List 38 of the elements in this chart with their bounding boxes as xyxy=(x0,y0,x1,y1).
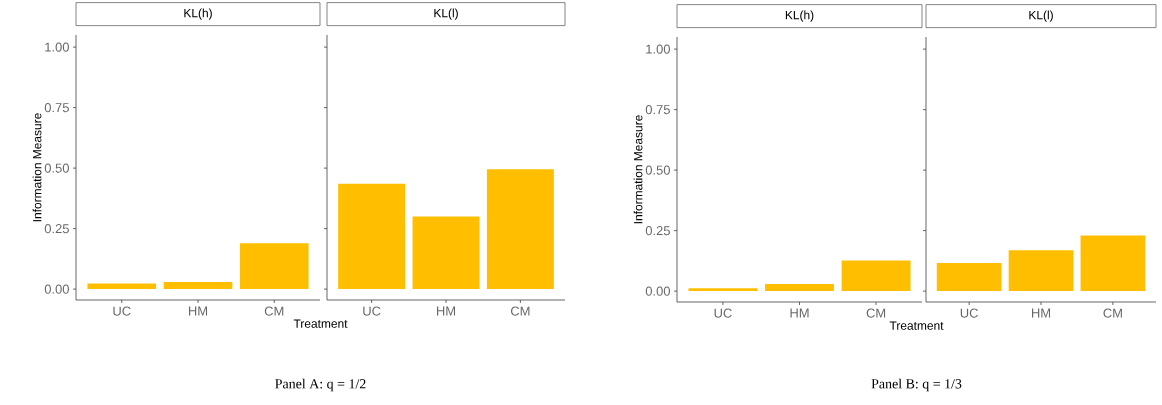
y-tick-label: 0.25 xyxy=(44,224,69,234)
x-tick-label: HM xyxy=(188,306,208,316)
y-tick-label: 0.50 xyxy=(645,165,670,175)
bar xyxy=(163,282,233,290)
x-tick-label: HM xyxy=(790,308,809,318)
x-tick-label: UC xyxy=(960,308,978,318)
x-tick-label: UC xyxy=(714,308,732,318)
bar xyxy=(87,283,157,290)
text: Panel A: q = 1/2 xyxy=(275,378,366,392)
y-tick-label: 0.75 xyxy=(44,103,69,113)
y-axis-title: Information Measure xyxy=(633,115,643,224)
x-tick-label: HM xyxy=(1032,308,1051,318)
x-tick-label: CM xyxy=(510,306,530,316)
y-axis-title: Information Measure xyxy=(32,113,42,222)
y-tick-label: 0.75 xyxy=(645,105,670,115)
x-tick-label: UC xyxy=(363,306,381,316)
bar xyxy=(688,288,758,292)
y-tick-label: 1.00 xyxy=(45,42,69,52)
x-tick-label: CM xyxy=(1103,308,1122,318)
x-axis-title: Treatment xyxy=(889,321,944,330)
y-tick-label: 1.00 xyxy=(646,44,670,54)
x-tick-label: CM xyxy=(866,308,886,318)
x-tick-label: CM xyxy=(264,306,284,316)
x-tick-label: UC xyxy=(113,306,131,316)
y-tick-label: 0.00 xyxy=(44,284,69,294)
bar xyxy=(841,260,911,292)
x-tick-label: HM xyxy=(437,306,456,316)
y-tick-label: 0.00 xyxy=(645,286,670,296)
x-axis-title: Treatment xyxy=(293,319,348,328)
bar xyxy=(765,284,834,292)
chart-title: KL(h) xyxy=(785,10,814,22)
y-tick-label: 0.50 xyxy=(44,163,69,173)
y-tick-label: 0.25 xyxy=(645,226,670,236)
text: Panel B: q = 1/3 xyxy=(871,378,962,392)
chart-title: KL(h) xyxy=(184,8,212,20)
chart-title: KL(l) xyxy=(1029,10,1053,22)
chart-title: KL(l) xyxy=(434,8,458,20)
bar xyxy=(239,243,309,290)
